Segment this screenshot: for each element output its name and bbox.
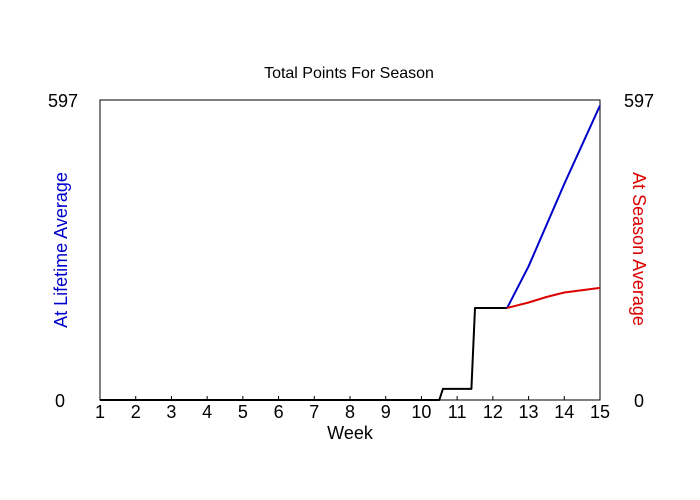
x-axis-label: Week [327,423,374,443]
x-tick-label: 15 [590,402,610,422]
x-tick-label: 8 [345,402,355,422]
x-tick-label: 3 [166,402,176,422]
series-layer [100,105,601,401]
y-left-axis-label: At Lifetime Average [51,172,71,328]
x-tick-label: 7 [309,402,319,422]
x-tick-label: 9 [381,402,391,422]
x-tick-label: 11 [448,402,467,422]
chart-title: Total Points For Season [264,65,434,82]
series-line-actual [100,307,508,401]
x-tick-label: 2 [131,402,141,422]
x-tick-label: 4 [202,402,212,422]
series-line-season [506,286,601,309]
x-tick-label: 5 [238,402,248,422]
y-left-max-label: 597 [48,91,78,111]
x-tick-label: 10 [411,402,431,422]
y-left-min-label: 0 [55,391,65,411]
x-tick-label: 14 [554,402,574,422]
series-line-lifetime [506,105,601,309]
y-right-max-label: 597 [624,91,654,111]
plot-frame [99,99,601,401]
y-right-axis-label: At Season Average [629,172,649,326]
x-tick-label: 12 [483,402,503,422]
x-tick-label: 6 [274,402,284,422]
x-tick-label: 1 [95,402,105,422]
y-right-min-label: 0 [634,391,644,411]
x-tick-label: 13 [519,402,539,422]
x-axis-ticks: 1 2 3 4 5 6 7 8 9 10 11 12 13 14 15 [95,396,610,422]
